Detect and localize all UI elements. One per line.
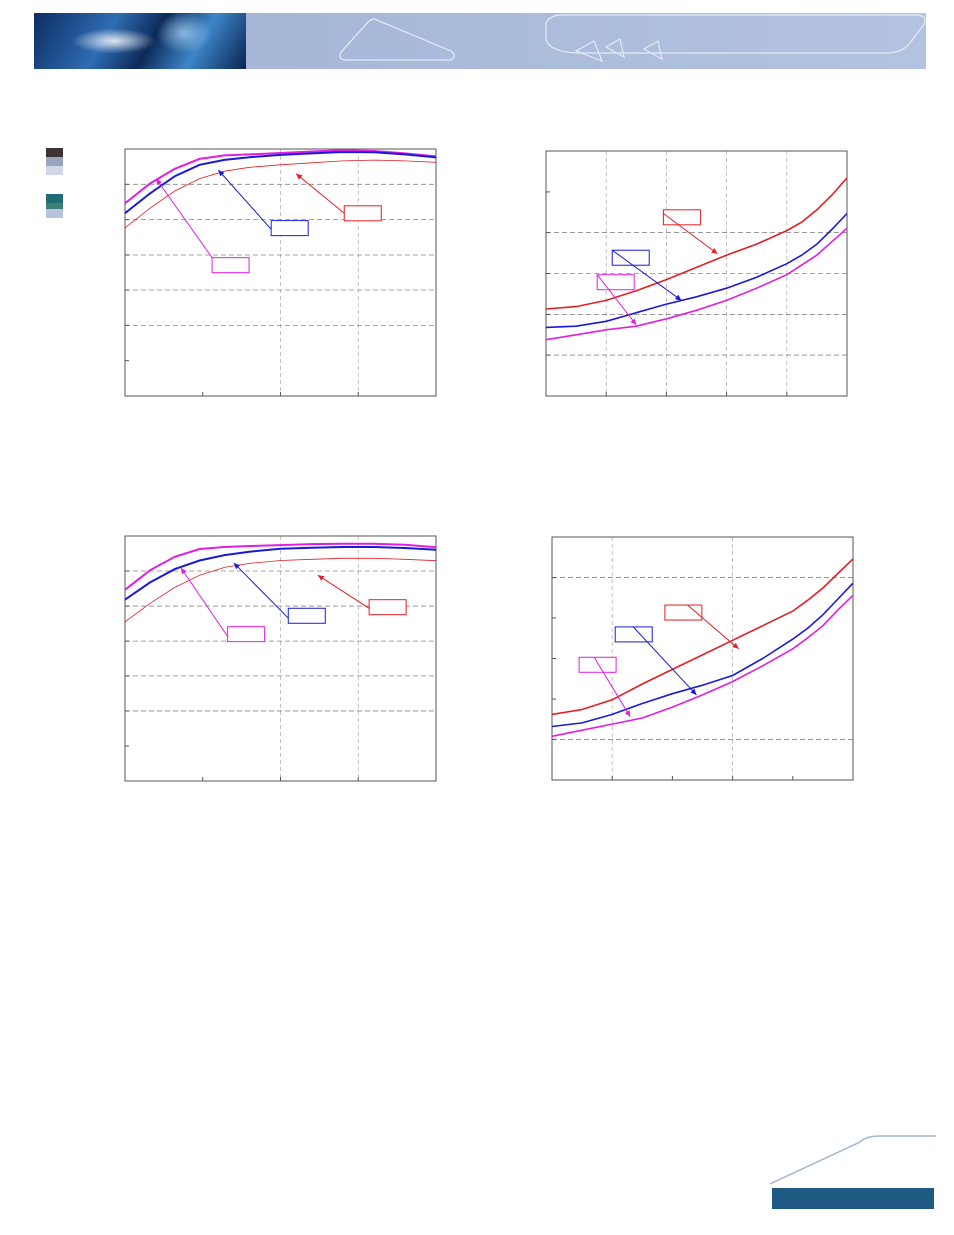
chart-top-left <box>124 148 437 397</box>
callout-arrowhead-2 <box>156 178 162 186</box>
callout-leader-1 <box>611 249 682 301</box>
series-line-2 <box>124 159 437 229</box>
swatch <box>46 166 63 175</box>
header-banner <box>34 13 926 69</box>
series-line-0 <box>124 149 437 205</box>
callout-leader-0 <box>317 574 370 609</box>
callout-arrowhead-1 <box>233 562 241 570</box>
swatch <box>46 157 63 166</box>
swatch <box>46 203 63 209</box>
callout-arrowhead-0 <box>296 173 303 180</box>
callout-box-0 <box>662 209 701 226</box>
callout-box-0 <box>343 205 382 222</box>
series-line-2 <box>124 557 437 623</box>
chart-svg <box>124 148 437 397</box>
series-line-1 <box>545 212 848 329</box>
callout-box-1 <box>611 249 650 266</box>
callout-leader-0 <box>663 213 718 255</box>
callout-leader-1 <box>217 169 272 230</box>
callout-leader-1 <box>233 562 289 619</box>
footer-bar <box>772 1188 934 1209</box>
swatch <box>46 148 63 157</box>
callout-leader-2 <box>593 657 631 718</box>
callout-box-1 <box>614 626 653 643</box>
chart-svg <box>551 536 854 781</box>
callout-arrowhead-2 <box>180 567 187 575</box>
chart-top-right <box>545 150 848 397</box>
swatch <box>46 194 63 203</box>
chart-bottom-right <box>551 536 854 781</box>
callout-arrowhead-2 <box>624 710 631 717</box>
series-line-0 <box>545 177 848 310</box>
callout-leader-2 <box>180 567 229 637</box>
footer-decoration <box>770 1135 936 1185</box>
callout-leader-2 <box>596 274 637 326</box>
callout-arrowhead-0 <box>711 248 718 254</box>
chart-svg <box>545 150 848 397</box>
callout-leader-0 <box>687 604 739 650</box>
callout-leader-0 <box>295 173 345 214</box>
callout-box-0 <box>664 604 703 621</box>
callout-arrowhead-1 <box>218 169 225 177</box>
callout-leader-1 <box>632 626 697 696</box>
callout-arrowhead-2 <box>630 318 637 325</box>
series-line-1 <box>124 150 437 214</box>
callout-box-2 <box>227 626 266 643</box>
callout-leader-2 <box>155 178 213 258</box>
series-line-1 <box>551 582 854 728</box>
callout-arrowhead-0 <box>317 575 325 581</box>
series-line-2 <box>551 594 854 738</box>
callout-arrowhead-0 <box>732 642 739 649</box>
callout-box-0 <box>368 599 407 616</box>
callout-box-1 <box>270 220 309 237</box>
series-line-1 <box>124 546 437 601</box>
callout-box-1 <box>287 607 326 624</box>
swatch <box>46 209 63 218</box>
series-line-2 <box>545 227 848 341</box>
chart-svg <box>124 535 437 782</box>
callout-arrowhead-1 <box>674 294 682 301</box>
series-line-0 <box>551 558 854 716</box>
series-line-0 <box>124 542 437 591</box>
plot-frame <box>545 150 848 397</box>
callout-arrowhead-1 <box>690 688 697 695</box>
callout-box-2 <box>211 257 250 274</box>
callout-box-2 <box>578 656 617 673</box>
banner-logo-outline <box>339 14 926 63</box>
chart-bottom-left <box>124 535 437 782</box>
banner-photo <box>34 13 246 69</box>
